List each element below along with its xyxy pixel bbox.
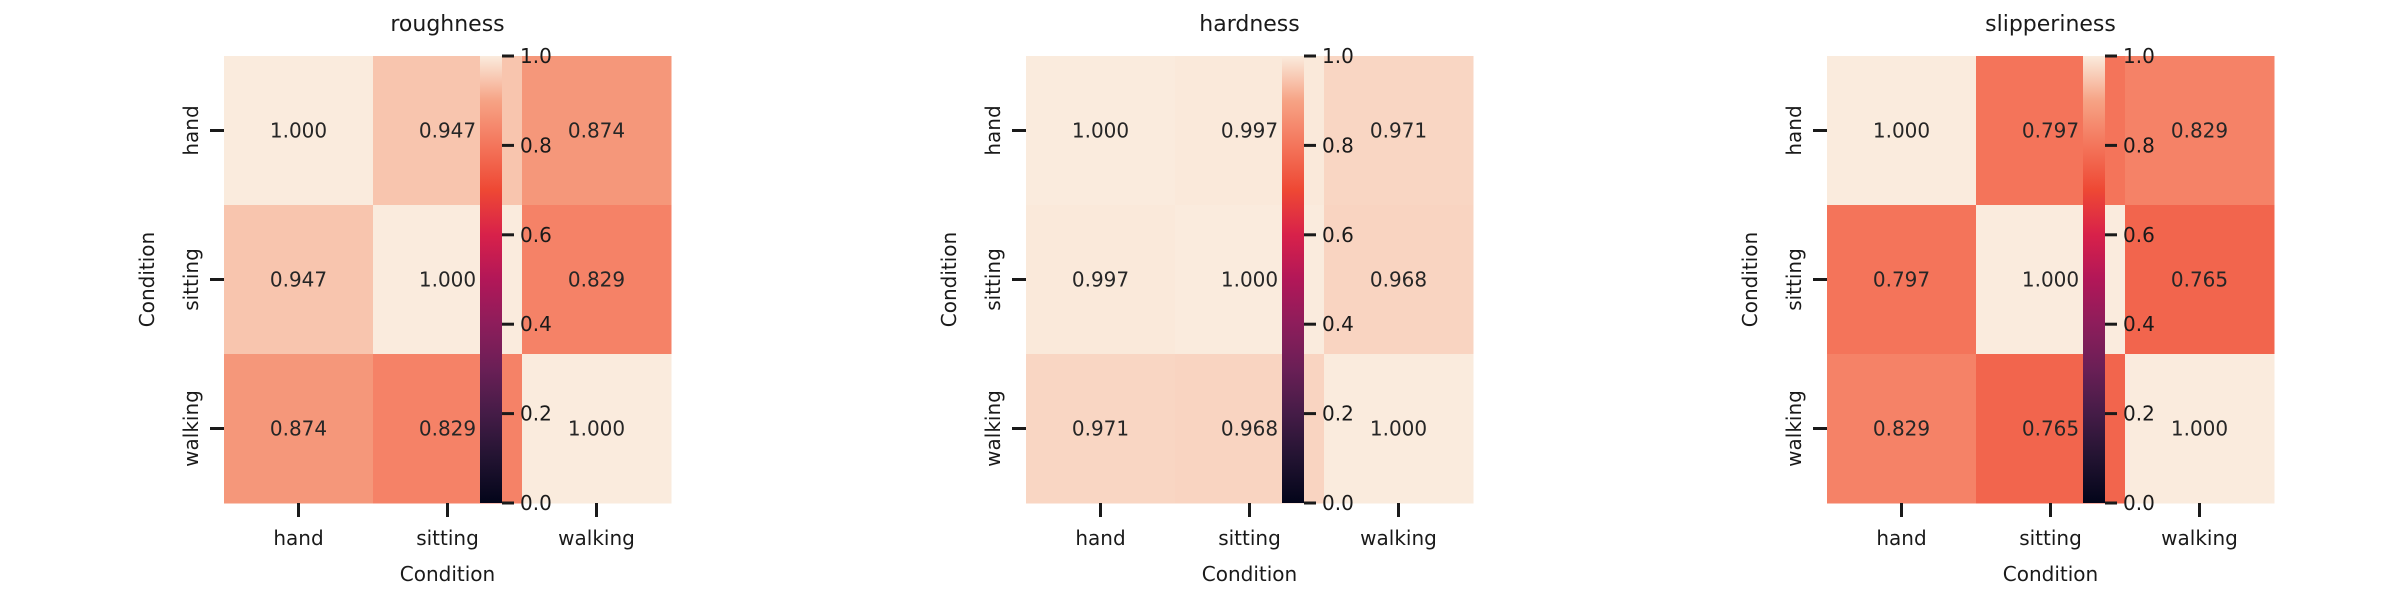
y-axis-label: Condition bbox=[937, 232, 961, 327]
x-tick-label: sitting bbox=[416, 526, 479, 550]
colorbar-tick-label: 0.0 bbox=[520, 491, 552, 515]
colorbar-tick-label: 1.0 bbox=[2123, 44, 2155, 68]
x-axis-label: Condition bbox=[1202, 562, 1297, 586]
panel-title: hardness bbox=[1199, 12, 1299, 37]
cell-value-label: 1.000 bbox=[1072, 119, 1129, 143]
heatmap-cell bbox=[1827, 56, 1977, 206]
heatmap-cell bbox=[1827, 354, 1977, 504]
colorbar-tick-label: 0.8 bbox=[520, 133, 552, 157]
colorbar-tick-label: 0.8 bbox=[2123, 133, 2155, 157]
y-tick-label: sitting bbox=[1782, 248, 1806, 311]
heatmap-cell bbox=[224, 354, 374, 504]
colorbar bbox=[2083, 56, 2105, 503]
heatmap-cell bbox=[224, 205, 374, 355]
colorbar-tick-label: 0.2 bbox=[520, 402, 552, 426]
y-tick-label: walking bbox=[981, 390, 1005, 467]
colorbar-tick-label: 0.2 bbox=[1322, 402, 1354, 426]
y-tick-label: walking bbox=[179, 390, 203, 467]
x-axis-label: Condition bbox=[400, 562, 495, 586]
heatmap-panel-3: slipperiness 1.000 0.797 0.829 0.797 1.000 0.7… bbox=[1738, 12, 2275, 586]
x-tick-label: sitting bbox=[2019, 526, 2082, 550]
colorbar-tick-label: 0.6 bbox=[1322, 223, 1354, 247]
heatmap-cell bbox=[2125, 205, 2275, 355]
cell-value-label: 1.000 bbox=[1873, 119, 1930, 143]
heatmap-cell bbox=[1026, 56, 1176, 206]
cell-value-label: 0.874 bbox=[568, 119, 625, 143]
y-axis-label: Condition bbox=[135, 232, 159, 327]
cell-value-label: 1.000 bbox=[419, 268, 476, 292]
cell-value-label: 0.765 bbox=[2171, 268, 2228, 292]
heatmap-cell bbox=[224, 56, 374, 206]
cell-value-label: 0.997 bbox=[1072, 268, 1129, 292]
cell-value-label: 0.829 bbox=[419, 417, 476, 441]
cell-value-label: 1.000 bbox=[270, 119, 327, 143]
colorbar-tick-label: 0.2 bbox=[2123, 402, 2155, 426]
colorbar-tick-label: 0.6 bbox=[2123, 223, 2155, 247]
heatmap-cell bbox=[1026, 354, 1176, 504]
colorbar-tick-label: 1.0 bbox=[520, 44, 552, 68]
heatmap-cell bbox=[2125, 354, 2275, 504]
heatmap-cell bbox=[1324, 56, 1474, 206]
x-tick-label: walking bbox=[1360, 526, 1437, 550]
cell-value-label: 0.829 bbox=[2171, 119, 2228, 143]
colorbar bbox=[480, 56, 502, 503]
cell-value-label: 0.968 bbox=[1370, 268, 1427, 292]
cell-value-label: 1.000 bbox=[1221, 268, 1278, 292]
heatmap-cell bbox=[1324, 205, 1474, 355]
cell-value-label: 0.797 bbox=[2022, 119, 2079, 143]
cell-value-label: 1.000 bbox=[2022, 268, 2079, 292]
colorbar-tick-label: 0.4 bbox=[1322, 312, 1354, 336]
x-tick-label: sitting bbox=[1218, 526, 1281, 550]
heatmap-cell bbox=[522, 205, 672, 355]
heatmap-cell bbox=[522, 56, 672, 206]
cell-value-label: 0.968 bbox=[1221, 417, 1278, 441]
cell-value-label: 0.947 bbox=[419, 119, 476, 143]
heatmap-cell bbox=[2125, 56, 2275, 206]
cell-value-label: 1.000 bbox=[2171, 417, 2228, 441]
colorbar-tick-label: 0.4 bbox=[520, 312, 552, 336]
x-axis-label: Condition bbox=[2003, 562, 2098, 586]
colorbar-tick-label: 0.8 bbox=[1322, 133, 1354, 157]
x-tick-label: hand bbox=[1075, 526, 1125, 550]
cell-value-label: 0.829 bbox=[568, 268, 625, 292]
cell-value-label: 0.765 bbox=[2022, 417, 2079, 441]
cell-value-label: 0.797 bbox=[1873, 268, 1930, 292]
colorbar bbox=[1282, 56, 1304, 503]
colorbar-tick-label: 0.0 bbox=[2123, 491, 2155, 515]
colorbar-tick-label: 0.4 bbox=[2123, 312, 2155, 336]
x-tick-label: hand bbox=[273, 526, 323, 550]
heatmap-cell bbox=[1827, 205, 1977, 355]
colorbar-tick-label: 1.0 bbox=[1322, 44, 1354, 68]
cell-value-label: 0.874 bbox=[270, 417, 327, 441]
x-tick-label: walking bbox=[2161, 526, 2238, 550]
y-tick-label: sitting bbox=[981, 248, 1005, 311]
panel-title: roughness bbox=[390, 12, 504, 37]
cell-value-label: 1.000 bbox=[568, 417, 625, 441]
heatmap-cell bbox=[522, 354, 672, 504]
heatmap-panel-1: roughness 1.000 0.947 0.874 0.947 1.000 0.829 0… bbox=[135, 12, 672, 586]
y-axis-label: Condition bbox=[1738, 232, 1762, 327]
cell-value-label: 0.829 bbox=[1873, 417, 1930, 441]
y-tick-label: sitting bbox=[179, 248, 203, 311]
cell-value-label: 0.971 bbox=[1370, 119, 1427, 143]
y-tick-label: hand bbox=[179, 105, 203, 155]
colorbar-tick-label: 0.0 bbox=[1322, 491, 1354, 515]
x-tick-label: walking bbox=[558, 526, 635, 550]
heatmap-panels: roughness 1.000 0.947 0.874 0.947 1.000 0.829 0… bbox=[135, 12, 2275, 586]
heatmap-panel-2: hardness 1.000 0.997 0.971 0.997 1.000 0.968 0.… bbox=[937, 12, 1474, 586]
y-tick-label: hand bbox=[981, 105, 1005, 155]
y-tick-label: hand bbox=[1782, 105, 1806, 155]
cell-value-label: 0.971 bbox=[1072, 417, 1129, 441]
cell-value-label: 1.000 bbox=[1370, 417, 1427, 441]
heatmap-cell bbox=[1324, 354, 1474, 504]
heatmap-cell bbox=[1026, 205, 1176, 355]
x-tick-label: hand bbox=[1876, 526, 1926, 550]
cell-value-label: 0.997 bbox=[1221, 119, 1278, 143]
colorbar-tick-label: 0.6 bbox=[520, 223, 552, 247]
panel-title: slipperiness bbox=[1985, 12, 2116, 37]
cell-value-label: 0.947 bbox=[270, 268, 327, 292]
y-tick-label: walking bbox=[1782, 390, 1806, 467]
